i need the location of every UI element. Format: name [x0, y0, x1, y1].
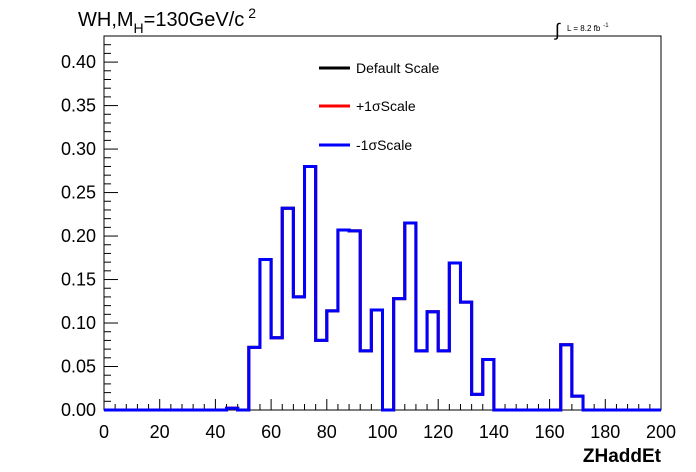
- legend-label: +1σScale: [356, 98, 416, 114]
- x-axis: 0 20 40 60 80 100 120 140 160 180 200: [99, 399, 676, 442]
- title-superscript: 2: [248, 5, 256, 21]
- y-axis: 0.00 0.05 0.10 0.15 0.20 0.25 0.30 0.35 0.40: [61, 35, 118, 420]
- luminosity-superscript: -1: [603, 23, 609, 29]
- x-tick-label: 200: [646, 422, 676, 442]
- title-main: WH,M: [78, 9, 134, 31]
- y-tick-label: 0.20: [61, 226, 96, 246]
- y-tick-label: 0.35: [61, 96, 96, 116]
- y-tick-label: 0.30: [61, 139, 96, 159]
- x-tick-label: 80: [317, 422, 337, 442]
- series-line-2: [104, 164, 661, 412]
- title-subscript: H: [134, 20, 144, 36]
- x-axis-label: ZHaddEt: [583, 446, 662, 467]
- y-tick-label: 0.25: [61, 183, 96, 203]
- x-tick-label: 20: [150, 422, 170, 442]
- legend-label: -1σScale: [356, 137, 412, 153]
- x-tick-label: 60: [261, 422, 281, 442]
- y-tick-label: 0.15: [61, 270, 96, 290]
- chart-title: WH,MH=130GeV/c 2: [78, 5, 256, 36]
- x-tick-label: 160: [535, 422, 565, 442]
- y-tick-label: 0.10: [61, 313, 96, 333]
- y-tick-label: 0.05: [61, 357, 96, 377]
- x-tick-label: 140: [479, 422, 509, 442]
- legend-label: Default Scale: [356, 60, 439, 76]
- y-tick-label: 0.40: [61, 52, 96, 72]
- x-tick-label: 180: [590, 422, 620, 442]
- integral-symbol: ∫: [553, 20, 561, 40]
- x-tick-label: 100: [367, 422, 397, 442]
- legend: Default Scale +1σScale -1σScale: [319, 60, 439, 153]
- title-rest: =130GeV/c: [144, 9, 245, 31]
- luminosity-annotation: L = 8.2 fb -1: [567, 23, 609, 33]
- x-tick-label: 40: [205, 422, 225, 442]
- series-layer: [104, 164, 661, 412]
- x-tick-label: 0: [99, 422, 109, 442]
- y-tick-label: 0.00: [61, 400, 96, 420]
- luminosity-text: L = 8.2 fb: [567, 24, 601, 33]
- x-tick-label: 120: [423, 422, 453, 442]
